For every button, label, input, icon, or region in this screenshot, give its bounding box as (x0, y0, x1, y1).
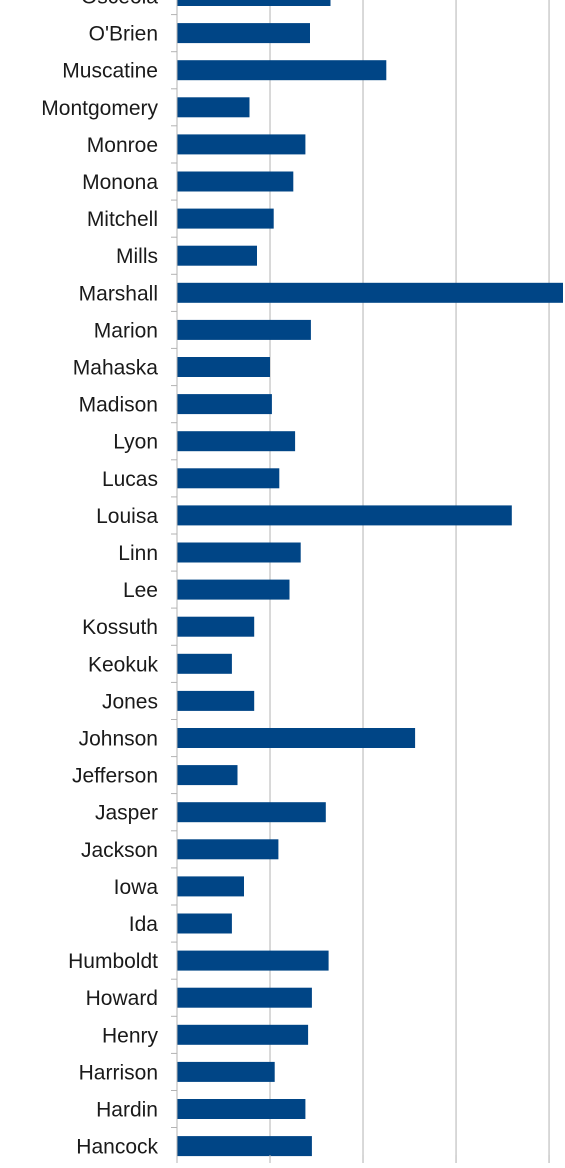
bar (177, 171, 294, 192)
bar (177, 1099, 306, 1119)
bar (177, 876, 244, 897)
bar (177, 839, 279, 860)
bar (177, 60, 387, 81)
bar (177, 245, 257, 266)
bar (177, 542, 301, 563)
bar (177, 282, 563, 303)
category-label: Monroe (87, 134, 158, 157)
category-label: Marshall (79, 282, 158, 305)
bar (177, 802, 326, 823)
category-label: Hardin (96, 1099, 158, 1122)
bar (177, 505, 512, 526)
bar (177, 319, 311, 340)
category-label: Linn (118, 542, 158, 565)
bar (177, 431, 296, 452)
category-label: Madison (79, 394, 158, 417)
category-label: Iowa (114, 876, 159, 899)
category-label: Lucas (102, 468, 158, 491)
bar (177, 468, 280, 489)
bar (177, 97, 250, 118)
category-label: Marion (94, 319, 158, 342)
category-label: Louisa (96, 505, 158, 528)
category-label: Muscatine (62, 60, 158, 83)
bar (177, 765, 238, 786)
bar (177, 579, 290, 600)
bar (177, 913, 232, 934)
bar (177, 357, 270, 377)
bar (177, 208, 274, 229)
bar (177, 1136, 312, 1157)
category-label: Humboldt (68, 950, 158, 973)
bar (177, 653, 232, 674)
bar (177, 23, 310, 44)
category-label: Johnson (79, 728, 158, 751)
bar (177, 1061, 275, 1082)
category-label: Harrison (79, 1061, 158, 1084)
category-label: Mitchell (87, 208, 158, 231)
category-label: Hancock (76, 1136, 158, 1159)
category-label: Osceola (81, 0, 158, 9)
bar (177, 394, 272, 415)
bar (177, 616, 255, 637)
category-label: Montgomery (41, 97, 158, 120)
category-label: Kossuth (82, 616, 158, 639)
category-label: Mills (116, 245, 158, 268)
category-label: Jackson (81, 839, 158, 862)
category-label: Jones (102, 690, 158, 713)
bar (177, 134, 306, 155)
category-label: Henry (102, 1024, 159, 1047)
category-label: Howard (86, 987, 158, 1010)
category-label: Jasper (95, 802, 158, 825)
category-label: Lee (123, 579, 158, 602)
category-label: Keokuk (88, 653, 159, 676)
category-label: Ida (129, 913, 159, 936)
bar (177, 0, 331, 6)
category-label: Mahaska (73, 357, 159, 380)
bar (177, 728, 416, 748)
bar (177, 1024, 309, 1045)
category-label: Monona (82, 171, 158, 194)
bar (177, 690, 255, 711)
bar (177, 950, 329, 971)
category-label: Lyon (113, 431, 158, 454)
category-label: O'Brien (89, 23, 158, 46)
category-label: Jefferson (72, 765, 158, 788)
bar (177, 987, 312, 1008)
